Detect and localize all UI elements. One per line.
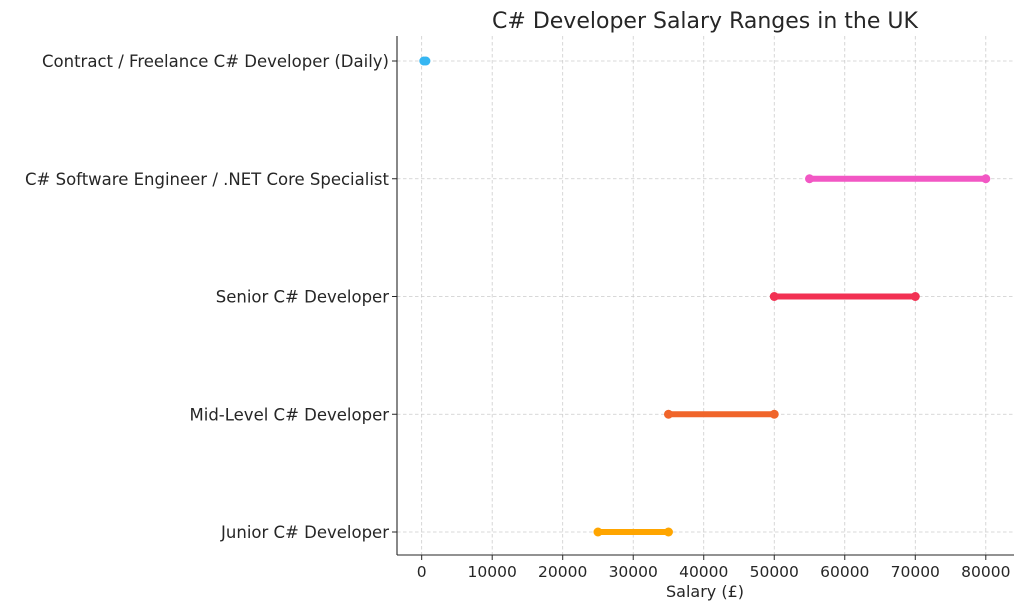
range-max-marker bbox=[910, 292, 920, 301]
labels-layer: 0 10000 20000 30000 40000 50000 60000 70000 8000… bbox=[25, 52, 1010, 581]
x-tick-label: 70000 bbox=[891, 563, 940, 581]
y-tick-label: Contract / Freelance C# Developer (Daily… bbox=[42, 52, 389, 71]
y-tick-label: Senior C# Developer bbox=[216, 288, 389, 307]
range-max-marker bbox=[421, 56, 431, 66]
x-tick-label: 30000 bbox=[609, 563, 658, 581]
range-max-marker bbox=[663, 527, 673, 537]
chart-title: C# Developer Salary Ranges in the UK bbox=[492, 9, 918, 34]
y-tick-label: Mid-Level C# Developer bbox=[190, 405, 390, 424]
range-min-marker bbox=[769, 292, 779, 301]
x-tick-label: 10000 bbox=[468, 563, 517, 581]
range-min-marker bbox=[663, 409, 673, 419]
x-tick-label: 0 bbox=[417, 563, 427, 581]
y-tick-label: Junior C# Developer bbox=[220, 523, 389, 542]
axes-layer bbox=[392, 36, 1014, 560]
x-tick-label: 80000 bbox=[961, 563, 1010, 581]
range-max-marker bbox=[981, 174, 991, 184]
y-tick-label: C# Software Engineer / .NET Core Special… bbox=[25, 170, 390, 189]
range-min-marker bbox=[593, 527, 603, 537]
grid-layer bbox=[397, 36, 1014, 555]
x-tick-label: 50000 bbox=[750, 563, 799, 581]
x-tick-label: 40000 bbox=[679, 563, 728, 581]
x-axis-label: Salary (£) bbox=[666, 582, 744, 601]
x-tick-label: 20000 bbox=[538, 563, 587, 581]
x-tick-label: 60000 bbox=[820, 563, 869, 581]
bars-layer bbox=[419, 56, 991, 537]
range-max-marker bbox=[769, 409, 779, 419]
range-min-marker bbox=[805, 174, 815, 184]
